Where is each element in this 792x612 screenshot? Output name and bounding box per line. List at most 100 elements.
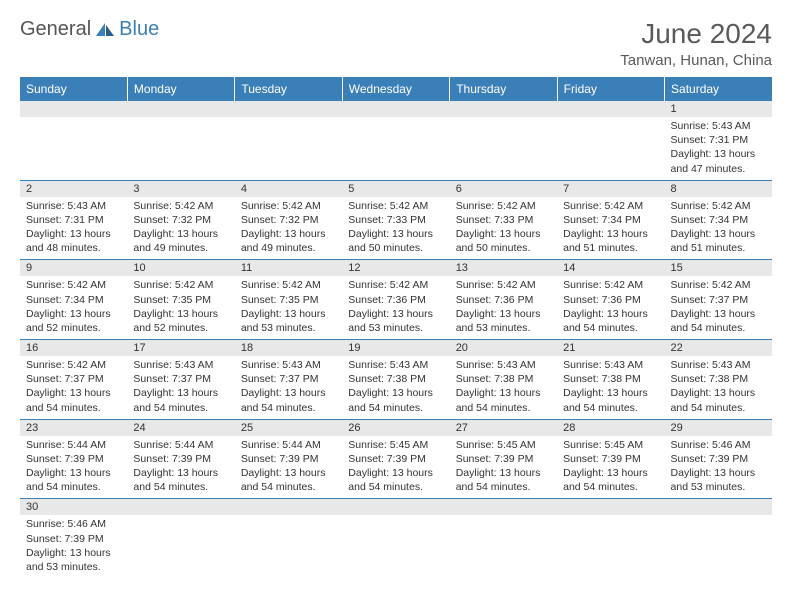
calendar-day-cell: 8Sunrise: 5:42 AMSunset: 7:34 PMDaylight… bbox=[665, 180, 772, 260]
day-number: 6 bbox=[450, 181, 557, 197]
day-number: 18 bbox=[235, 340, 342, 356]
calendar-week-row: 1Sunrise: 5:43 AMSunset: 7:31 PMDaylight… bbox=[20, 101, 772, 180]
day-content: Sunrise: 5:43 AMSunset: 7:31 PMDaylight:… bbox=[665, 117, 772, 180]
calendar-day-cell: 7Sunrise: 5:42 AMSunset: 7:34 PMDaylight… bbox=[557, 180, 664, 260]
day-number: 15 bbox=[665, 260, 772, 276]
sunset-line: Sunset: 7:39 PM bbox=[241, 452, 336, 466]
sunset-line: Sunset: 7:31 PM bbox=[671, 133, 766, 147]
day-content: Sunrise: 5:42 AMSunset: 7:33 PMDaylight:… bbox=[450, 197, 557, 260]
sunset-line: Sunset: 7:36 PM bbox=[348, 293, 443, 307]
sunset-line: Sunset: 7:34 PM bbox=[563, 213, 658, 227]
calendar-day-cell: 5Sunrise: 5:42 AMSunset: 7:33 PMDaylight… bbox=[342, 180, 449, 260]
daylight-line-2: and 54 minutes. bbox=[133, 401, 228, 415]
day-number: 13 bbox=[450, 260, 557, 276]
calendar-day-cell: 23Sunrise: 5:44 AMSunset: 7:39 PMDayligh… bbox=[20, 419, 127, 499]
calendar-day-cell: 17Sunrise: 5:43 AMSunset: 7:37 PMDayligh… bbox=[127, 340, 234, 420]
day-content: Sunrise: 5:42 AMSunset: 7:35 PMDaylight:… bbox=[127, 276, 234, 339]
calendar-day-cell: 6Sunrise: 5:42 AMSunset: 7:33 PMDaylight… bbox=[450, 180, 557, 260]
calendar-empty-cell bbox=[342, 101, 449, 180]
weekday-header-row: SundayMondayTuesdayWednesdayThursdayFrid… bbox=[20, 77, 772, 101]
daylight-line-2: and 54 minutes. bbox=[133, 480, 228, 494]
daynum-empty bbox=[342, 499, 449, 515]
day-number: 16 bbox=[20, 340, 127, 356]
sunrise-line: Sunrise: 5:43 AM bbox=[671, 119, 766, 133]
calendar-table: SundayMondayTuesdayWednesdayThursdayFrid… bbox=[20, 77, 772, 578]
weekday-header: Wednesday bbox=[342, 77, 449, 101]
daylight-line: Daylight: 13 hours bbox=[563, 307, 658, 321]
daylight-line-2: and 54 minutes. bbox=[563, 401, 658, 415]
sunset-line: Sunset: 7:39 PM bbox=[133, 452, 228, 466]
daylight-line: Daylight: 13 hours bbox=[241, 386, 336, 400]
daylight-line: Daylight: 13 hours bbox=[348, 227, 443, 241]
day-number: 25 bbox=[235, 420, 342, 436]
day-content: Sunrise: 5:46 AMSunset: 7:39 PMDaylight:… bbox=[665, 436, 772, 499]
sunset-line: Sunset: 7:39 PM bbox=[563, 452, 658, 466]
sunrise-line: Sunrise: 5:42 AM bbox=[456, 278, 551, 292]
daylight-line-2: and 54 minutes. bbox=[348, 480, 443, 494]
daylight-line: Daylight: 13 hours bbox=[563, 386, 658, 400]
calendar-empty-cell bbox=[127, 499, 234, 578]
daylight-line: Daylight: 13 hours bbox=[26, 466, 121, 480]
daylight-line: Daylight: 13 hours bbox=[133, 307, 228, 321]
day-number: 17 bbox=[127, 340, 234, 356]
daylight-line-2: and 47 minutes. bbox=[671, 162, 766, 176]
day-number: 7 bbox=[557, 181, 664, 197]
calendar-day-cell: 9Sunrise: 5:42 AMSunset: 7:34 PMDaylight… bbox=[20, 260, 127, 340]
sail-icon bbox=[93, 21, 117, 39]
daylight-line-2: and 54 minutes. bbox=[26, 401, 121, 415]
brand-text-2: Blue bbox=[119, 18, 159, 41]
daylight-line: Daylight: 13 hours bbox=[456, 386, 551, 400]
sunset-line: Sunset: 7:37 PM bbox=[133, 372, 228, 386]
daylight-line-2: and 50 minutes. bbox=[348, 241, 443, 255]
calendar-day-cell: 1Sunrise: 5:43 AMSunset: 7:31 PMDaylight… bbox=[665, 101, 772, 180]
day-number: 4 bbox=[235, 181, 342, 197]
daylight-line: Daylight: 13 hours bbox=[26, 307, 121, 321]
day-number: 21 bbox=[557, 340, 664, 356]
day-content: Sunrise: 5:43 AMSunset: 7:38 PMDaylight:… bbox=[450, 356, 557, 419]
daynum-empty bbox=[20, 101, 127, 117]
daylight-line: Daylight: 13 hours bbox=[241, 466, 336, 480]
daylight-line: Daylight: 13 hours bbox=[348, 307, 443, 321]
day-content: Sunrise: 5:42 AMSunset: 7:34 PMDaylight:… bbox=[665, 197, 772, 260]
day-content: Sunrise: 5:43 AMSunset: 7:38 PMDaylight:… bbox=[342, 356, 449, 419]
day-number: 19 bbox=[342, 340, 449, 356]
daylight-line: Daylight: 13 hours bbox=[241, 307, 336, 321]
daylight-line-2: and 53 minutes. bbox=[348, 321, 443, 335]
sunrise-line: Sunrise: 5:42 AM bbox=[241, 278, 336, 292]
sunset-line: Sunset: 7:37 PM bbox=[26, 372, 121, 386]
daylight-line: Daylight: 13 hours bbox=[133, 386, 228, 400]
calendar-empty-cell bbox=[235, 499, 342, 578]
day-content: Sunrise: 5:43 AMSunset: 7:31 PMDaylight:… bbox=[20, 197, 127, 260]
weekday-header: Friday bbox=[557, 77, 664, 101]
daynum-empty bbox=[342, 101, 449, 117]
calendar-day-cell: 16Sunrise: 5:42 AMSunset: 7:37 PMDayligh… bbox=[20, 340, 127, 420]
sunrise-line: Sunrise: 5:42 AM bbox=[133, 278, 228, 292]
brand-logo: General Blue bbox=[20, 18, 159, 41]
daylight-line-2: and 54 minutes. bbox=[348, 401, 443, 415]
calendar-week-row: 23Sunrise: 5:44 AMSunset: 7:39 PMDayligh… bbox=[20, 419, 772, 499]
calendar-day-cell: 14Sunrise: 5:42 AMSunset: 7:36 PMDayligh… bbox=[557, 260, 664, 340]
daylight-line: Daylight: 13 hours bbox=[456, 307, 551, 321]
daylight-line: Daylight: 13 hours bbox=[241, 227, 336, 241]
daynum-empty bbox=[235, 499, 342, 515]
weekday-header: Tuesday bbox=[235, 77, 342, 101]
sunset-line: Sunset: 7:38 PM bbox=[348, 372, 443, 386]
calendar-empty-cell bbox=[557, 499, 664, 578]
daylight-line-2: and 54 minutes. bbox=[671, 321, 766, 335]
day-content: Sunrise: 5:43 AMSunset: 7:37 PMDaylight:… bbox=[127, 356, 234, 419]
day-content: Sunrise: 5:45 AMSunset: 7:39 PMDaylight:… bbox=[450, 436, 557, 499]
daylight-line-2: and 50 minutes. bbox=[456, 241, 551, 255]
daynum-empty bbox=[450, 499, 557, 515]
daylight-line-2: and 54 minutes. bbox=[241, 480, 336, 494]
day-content: Sunrise: 5:43 AMSunset: 7:37 PMDaylight:… bbox=[235, 356, 342, 419]
weekday-header: Thursday bbox=[450, 77, 557, 101]
sunrise-line: Sunrise: 5:45 AM bbox=[563, 438, 658, 452]
day-content: Sunrise: 5:46 AMSunset: 7:39 PMDaylight:… bbox=[20, 515, 127, 578]
daylight-line-2: and 54 minutes. bbox=[456, 401, 551, 415]
sunrise-line: Sunrise: 5:43 AM bbox=[133, 358, 228, 372]
calendar-day-cell: 25Sunrise: 5:44 AMSunset: 7:39 PMDayligh… bbox=[235, 419, 342, 499]
calendar-day-cell: 4Sunrise: 5:42 AMSunset: 7:32 PMDaylight… bbox=[235, 180, 342, 260]
day-number: 24 bbox=[127, 420, 234, 436]
day-number: 9 bbox=[20, 260, 127, 276]
calendar-day-cell: 2Sunrise: 5:43 AMSunset: 7:31 PMDaylight… bbox=[20, 180, 127, 260]
